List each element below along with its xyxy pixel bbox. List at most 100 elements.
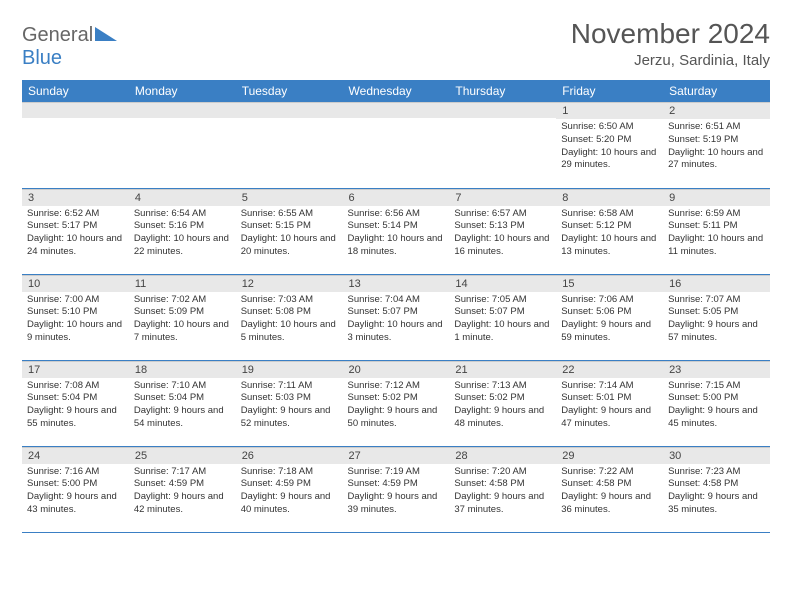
calendar-cell: 3Sunrise: 6:52 AMSunset: 5:17 PMDaylight…	[22, 188, 129, 274]
sunset-line: Sunset: 4:58 PM	[668, 478, 738, 489]
sunrise-line: Sunrise: 6:58 AM	[561, 208, 633, 219]
sunset-line: Sunset: 5:15 PM	[241, 220, 311, 231]
daylight-line: Daylight: 10 hours and 13 minutes.	[561, 233, 656, 257]
day-content: Sunrise: 7:14 AMSunset: 5:01 PMDaylight:…	[556, 378, 663, 435]
sunset-line: Sunset: 5:10 PM	[27, 306, 97, 317]
calendar-cell: 9Sunrise: 6:59 AMSunset: 5:11 PMDaylight…	[663, 188, 770, 274]
sunrise-line: Sunrise: 7:02 AM	[134, 294, 206, 305]
sunrise-line: Sunrise: 7:08 AM	[27, 380, 99, 391]
weekday-header: Sunday	[22, 80, 129, 102]
calendar-cell: 27Sunrise: 7:19 AMSunset: 4:59 PMDayligh…	[343, 446, 450, 532]
sunset-line: Sunset: 4:59 PM	[348, 478, 418, 489]
sunrise-line: Sunrise: 6:54 AM	[134, 208, 206, 219]
day-number: 27	[343, 447, 450, 464]
day-content: Sunrise: 7:11 AMSunset: 5:03 PMDaylight:…	[236, 378, 343, 435]
day-content: Sunrise: 6:58 AMSunset: 5:12 PMDaylight:…	[556, 206, 663, 263]
daylight-line: Daylight: 10 hours and 11 minutes.	[668, 233, 763, 257]
day-number: 4	[129, 189, 236, 206]
day-content: Sunrise: 7:23 AMSunset: 4:58 PMDaylight:…	[663, 464, 770, 521]
sunset-line: Sunset: 5:05 PM	[668, 306, 738, 317]
sunrise-line: Sunrise: 7:23 AM	[668, 466, 740, 477]
empty-day-bar	[449, 102, 556, 118]
sunset-line: Sunset: 5:04 PM	[27, 392, 97, 403]
calendar-cell: 18Sunrise: 7:10 AMSunset: 5:04 PMDayligh…	[129, 360, 236, 446]
calendar-cell: 6Sunrise: 6:56 AMSunset: 5:14 PMDaylight…	[343, 188, 450, 274]
day-number: 9	[663, 189, 770, 206]
calendar-cell	[22, 102, 129, 188]
calendar-cell: 4 Sunrise: 6:54 AMSunset: 5:16 PM Daylight…	[129, 188, 236, 274]
empty-day-bar	[343, 102, 450, 118]
calendar-cell: 20Sunrise: 7:12 AMSunset: 5:02 PMDayligh…	[343, 360, 450, 446]
day-number: 25	[129, 447, 236, 464]
daylight-line: Daylight: 9 hours and 42 minutes.	[134, 491, 224, 515]
calendar-cell: 10Sunrise: 7:00 AMSunset: 5:10 PMDayligh…	[22, 274, 129, 360]
sunrise-line: Sunrise: 7:18 AM	[241, 466, 313, 477]
calendar-cell: 1Sunrise: 6:50 AMSunset: 5:20 PMDaylight…	[556, 102, 663, 188]
day-number: 28	[449, 447, 556, 464]
day-content: Sunrise: 6:59 AMSunset: 5:11 PMDaylight:…	[663, 206, 770, 263]
calendar-page: General Blue November 2024 Jerzu, Sardin…	[0, 0, 792, 551]
day-number: 6	[343, 189, 450, 206]
day-number: 10	[22, 275, 129, 292]
day-content: Sunrise: 6:50 AMSunset: 5:20 PMDaylight:…	[556, 119, 663, 176]
weekday-header: Tuesday	[236, 80, 343, 102]
calendar-cell: 22Sunrise: 7:14 AMSunset: 5:01 PMDayligh…	[556, 360, 663, 446]
day-content: Sunrise: 7:00 AMSunset: 5:10 PMDaylight:…	[22, 292, 129, 349]
empty-day-bar	[236, 102, 343, 118]
day-content: Sunrise: 7:05 AMSunset: 5:07 PMDaylight:…	[449, 292, 556, 349]
logo-text: General Blue	[22, 24, 117, 70]
sunrise-line: Sunrise: 7:16 AM	[27, 466, 99, 477]
day-content: Sunrise: 7:20 AMSunset: 4:58 PMDaylight:…	[449, 464, 556, 521]
day-number: 17	[22, 361, 129, 378]
daylight-line: Daylight: 10 hours and 5 minutes.	[241, 319, 336, 343]
daylight-line: Daylight: 10 hours and 16 minutes.	[454, 233, 549, 257]
sunrise-line: Sunrise: 6:51 AM	[668, 121, 740, 132]
sunset-line: Sunset: 5:07 PM	[454, 306, 524, 317]
day-content: Sunrise: 7:08 AMSunset: 5:04 PMDaylight:…	[22, 378, 129, 435]
sunset-line: Sunset: 5:02 PM	[454, 392, 524, 403]
day-content: Sunrise: 6:51 AMSunset: 5:19 PMDaylight:…	[663, 119, 770, 176]
day-number: 15	[556, 275, 663, 292]
day-number: 20	[343, 361, 450, 378]
daylight-line: Daylight: 10 hours and 27 minutes.	[668, 147, 763, 171]
day-content: Sunrise: 6:57 AMSunset: 5:13 PMDaylight:…	[449, 206, 556, 263]
calendar-cell: 8Sunrise: 6:58 AMSunset: 5:12 PMDaylight…	[556, 188, 663, 274]
calendar-cell: 5 Sunrise: 6:55 AMSunset: 5:15 PM Daylight…	[236, 188, 343, 274]
day-number: 18	[129, 361, 236, 378]
day-content: Sunrise: 7:03 AMSunset: 5:08 PMDaylight:…	[236, 292, 343, 349]
calendar-cell: 14Sunrise: 7:05 AMSunset: 5:07 PMDayligh…	[449, 274, 556, 360]
sunset-line: Sunset: 5:09 PM	[134, 306, 204, 317]
calendar-week: 17Sunrise: 7:08 AMSunset: 5:04 PMDayligh…	[22, 360, 770, 446]
day-number: 8	[556, 189, 663, 206]
calendar-body: 1Sunrise: 6:50 AMSunset: 5:20 PMDaylight…	[22, 102, 770, 532]
day-number: 5	[236, 189, 343, 206]
sunrise-line: Sunrise: 7:07 AM	[668, 294, 740, 305]
day-content: Sunrise: 7:19 AMSunset: 4:59 PMDaylight:…	[343, 464, 450, 521]
day-number: 2	[663, 102, 770, 119]
sunset-line: Sunset: 5:08 PM	[241, 306, 311, 317]
calendar-cell: 29Sunrise: 7:22 AMSunset: 4:58 PMDayligh…	[556, 446, 663, 532]
daylight-line: Daylight: 10 hours and 22 minutes.	[134, 233, 229, 257]
sunrise-line: Sunrise: 7:11 AM	[241, 380, 313, 391]
sunset-line: Sunset: 5:01 PM	[561, 392, 631, 403]
sunrise-line: Sunrise: 7:10 AM	[134, 380, 206, 391]
calendar-cell: 15Sunrise: 7:06 AMSunset: 5:06 PMDayligh…	[556, 274, 663, 360]
day-content: Sunrise: 7:22 AMSunset: 4:58 PMDaylight:…	[556, 464, 663, 521]
sunset-line: Sunset: 5:16 PM	[134, 220, 204, 231]
sunrise-line: Sunrise: 7:19 AM	[348, 466, 420, 477]
empty-day-bar	[22, 102, 129, 118]
day-number: 19	[236, 361, 343, 378]
calendar-cell: 25Sunrise: 7:17 AMSunset: 4:59 PMDayligh…	[129, 446, 236, 532]
sunrise-line: Sunrise: 6:55 AM	[241, 208, 313, 219]
daylight-line: Daylight: 10 hours and 20 minutes.	[241, 233, 336, 257]
sunset-line: Sunset: 5:00 PM	[668, 392, 738, 403]
calendar-week: 3Sunrise: 6:52 AMSunset: 5:17 PMDaylight…	[22, 188, 770, 274]
calendar-cell: 26Sunrise: 7:18 AMSunset: 4:59 PMDayligh…	[236, 446, 343, 532]
daylight-line: Daylight: 9 hours and 59 minutes.	[561, 319, 651, 343]
day-number: 16	[663, 275, 770, 292]
sunset-line: Sunset: 5:00 PM	[27, 478, 97, 489]
weekday-row: SundayMondayTuesdayWednesdayThursdayFrid…	[22, 80, 770, 102]
day-number: 13	[343, 275, 450, 292]
daylight-line: Daylight: 9 hours and 37 minutes.	[454, 491, 544, 515]
day-content: Sunrise: 6:55 AMSunset: 5:15 PM Daylight:…	[236, 206, 343, 263]
